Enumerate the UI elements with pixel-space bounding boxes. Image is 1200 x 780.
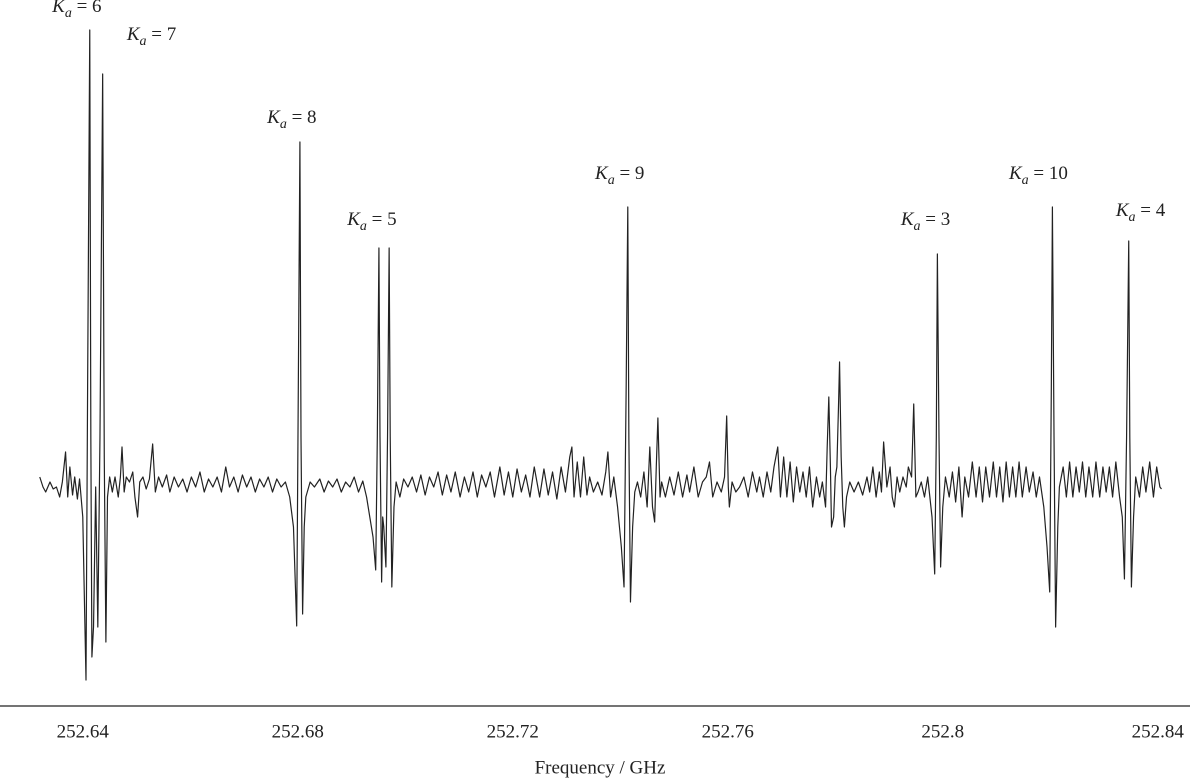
x-tick-label: 252.68 [272, 721, 324, 742]
peak-annotation: Ka = 8 [266, 107, 316, 132]
peak-annotation: Ka = 9 [594, 163, 644, 188]
x-tick-label: 252.76 [702, 721, 754, 742]
x-tick-label: 252.64 [57, 721, 110, 742]
peak-annotation: Ka = 3 [900, 209, 950, 234]
peak-annotation: Ka = 4 [1115, 200, 1166, 225]
peak-annotation: Ka = 10 [1008, 163, 1068, 188]
peak-annotation: Ka = 5 [346, 209, 396, 234]
spectrum-line [39, 29, 1162, 681]
peak-annotation: Ka = 7 [126, 24, 176, 49]
x-tick-label: 252.8 [921, 721, 964, 742]
x-tick-label: 252.84 [1132, 721, 1185, 742]
x-axis-label: Frequency / GHz [535, 757, 666, 778]
peak-annotation: Ka = 6 [51, 0, 101, 21]
x-tick-label: 252.72 [487, 721, 539, 742]
